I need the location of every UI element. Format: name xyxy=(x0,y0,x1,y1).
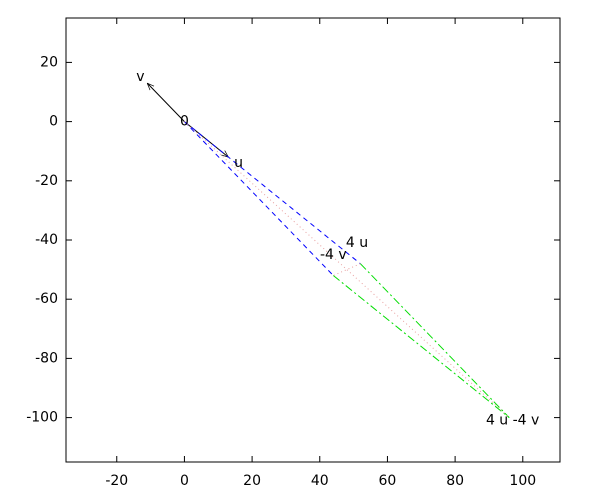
y-tick-label: -100 xyxy=(26,410,58,426)
annotation: v xyxy=(136,69,144,85)
vector-line xyxy=(360,263,510,418)
annotation: -4 v xyxy=(320,247,347,263)
y-tick-label: -80 xyxy=(35,350,58,366)
x-tick-label: 100 xyxy=(509,473,536,489)
y-tick-label: -20 xyxy=(35,173,58,189)
x-tick-label: 0 xyxy=(180,473,189,489)
annotation: u xyxy=(234,155,243,171)
y-tick-label: 20 xyxy=(40,54,58,70)
x-tick-label: 60 xyxy=(379,473,397,489)
vector-arrow xyxy=(147,83,185,122)
annotation: 0 xyxy=(180,114,189,130)
y-tick-label: -40 xyxy=(35,232,58,248)
vector-line xyxy=(333,263,361,276)
vector-line xyxy=(332,275,510,418)
x-tick-label: 20 xyxy=(243,473,261,489)
x-tick-label: 80 xyxy=(446,473,464,489)
annotation: 4 u -4 v xyxy=(486,413,539,429)
y-tick-label: 0 xyxy=(49,114,58,130)
annotation: 4 u xyxy=(346,235,368,251)
vector-line xyxy=(184,121,361,265)
vector-line xyxy=(184,121,334,276)
x-tick-label: 40 xyxy=(311,473,329,489)
y-tick-label: -60 xyxy=(35,291,58,307)
x-tick-label: -20 xyxy=(105,473,128,489)
